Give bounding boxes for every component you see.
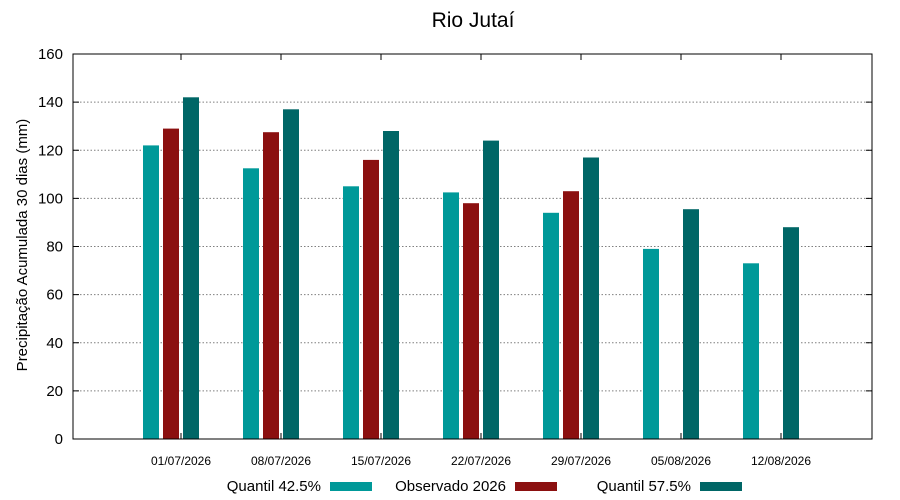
legend-swatch (330, 482, 372, 491)
bar (163, 128, 179, 439)
bar (343, 186, 359, 439)
bar (443, 192, 459, 439)
y-axis-ticks: 0 20 40 60 80 100 120 140 160 (38, 46, 872, 448)
bar (683, 209, 699, 439)
bar (283, 109, 299, 440)
bar (363, 159, 379, 439)
y-tick-label: 40 (46, 335, 63, 352)
x-tick-label: 08/07/2026 (251, 454, 311, 468)
y-tick-label: 160 (38, 46, 63, 63)
y-tick-label: 100 (38, 190, 63, 207)
bar (563, 191, 579, 439)
bar (783, 227, 799, 439)
x-tick-label: 29/07/2026 (551, 454, 611, 468)
bar (583, 157, 599, 439)
bar (243, 168, 259, 440)
legend: Quantil 42.5% Observado 2026 Quantil 57.5% (227, 478, 742, 495)
x-tick-label: 15/07/2026 (351, 454, 411, 468)
bar (383, 131, 399, 439)
x-tick-label: 01/07/2026 (151, 454, 211, 468)
bar (143, 145, 159, 439)
y-axis-label: Precipitação Acumulada 30 dias (mm) (14, 119, 31, 372)
legend-label: Quantil 57.5% (597, 478, 691, 495)
x-tick-label: 22/07/2026 (451, 454, 511, 468)
bar (483, 140, 499, 439)
y-tick-label: 60 (46, 287, 63, 304)
y-tick-label: 80 (46, 239, 63, 256)
bar (183, 97, 199, 440)
x-axis-ticks: 01/07/2026 08/07/2026 15/07/2026 22/07/2026… (151, 54, 811, 468)
y-tick-label: 20 (46, 383, 63, 400)
y-tick-label: 140 (38, 94, 63, 111)
x-tick-label: 12/08/2026 (751, 454, 811, 468)
legend-swatch (515, 482, 557, 491)
bar (463, 203, 479, 439)
y-tick-label: 120 (38, 142, 63, 159)
y-tick-label: 0 (55, 431, 63, 448)
legend-swatch (700, 482, 742, 491)
bar (643, 248, 659, 439)
bar (743, 263, 759, 439)
bar (543, 212, 559, 439)
legend-label: Quantil 42.5% (227, 478, 321, 495)
chart-title: Rio Jutaí (432, 9, 515, 32)
x-tick-label: 05/08/2026 (651, 454, 711, 468)
bars (143, 97, 799, 440)
legend-label: Observado 2026 (395, 478, 506, 495)
bar (263, 132, 279, 439)
